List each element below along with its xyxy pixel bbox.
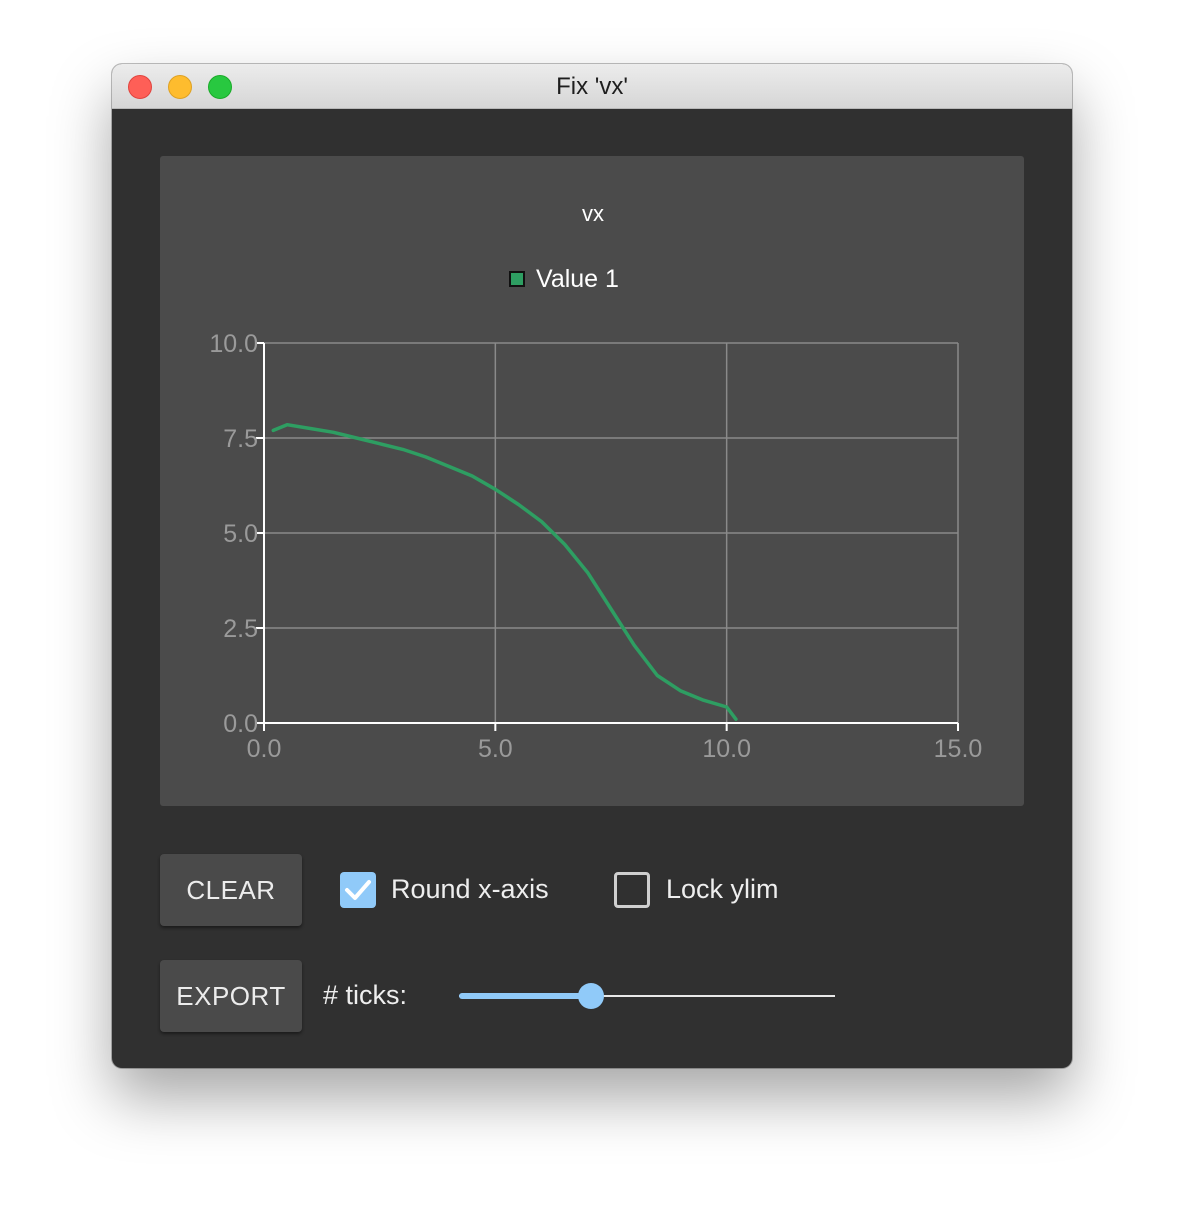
x-tick-label: 5.0 <box>478 735 513 763</box>
close-window-button[interactable] <box>128 75 152 99</box>
export-button[interactable]: EXPORT <box>160 960 302 1032</box>
title-bar: Fix 'vx' <box>112 64 1072 109</box>
window-title: Fix 'vx' <box>556 73 628 100</box>
slider-thumb[interactable] <box>577 983 604 1009</box>
app-window: Fix 'vx' vx Value 1 0.0 5.0 10.0 15.0 0.0 2.5… <box>112 64 1072 1068</box>
lock-ylim-label: Lock ylim <box>666 874 779 904</box>
x-tick-label: 15.0 <box>934 735 983 763</box>
y-tick-label: 5.0 <box>223 520 258 548</box>
round-x-axis-checkbox[interactable] <box>340 872 376 908</box>
checkmark-icon <box>345 880 371 900</box>
chart-panel: vx Value 1 0.0 5.0 10.0 15.0 0.0 2.5 5.0 7.5 10.… <box>160 156 1024 806</box>
chart-legend: Value 1 <box>509 265 619 293</box>
slider-fill <box>459 993 591 999</box>
window-content: vx Value 1 0.0 5.0 10.0 15.0 0.0 2.5 5.0 7.5 10.… <box>112 108 1072 1068</box>
series-line-value-1 <box>271 422 738 721</box>
zoom-window-button[interactable] <box>208 75 232 99</box>
x-tick-label: 0.0 <box>247 735 282 763</box>
clear-button[interactable]: CLEAR <box>160 854 302 926</box>
ticks-label: # ticks: <box>323 980 408 1010</box>
y-tick-label: 0.0 <box>223 710 258 738</box>
chart-title: vx <box>582 201 604 226</box>
lock-ylim-checkbox[interactable] <box>614 872 650 908</box>
line-chart: vx Value 1 0.0 5.0 10.0 15.0 0.0 2.5 5.0 7.5 10.… <box>209 201 983 763</box>
minimize-window-button[interactable] <box>168 75 192 99</box>
x-tick-label: 10.0 <box>702 735 751 763</box>
slider-track[interactable] <box>459 995 835 997</box>
y-tick-label: 7.5 <box>223 425 258 453</box>
legend-label: Value 1 <box>536 265 619 293</box>
legend-swatch <box>509 271 525 287</box>
round-x-axis-label: Round x-axis <box>391 874 549 904</box>
y-tick-label: 10.0 <box>209 330 258 358</box>
y-tick-label: 2.5 <box>223 615 258 643</box>
